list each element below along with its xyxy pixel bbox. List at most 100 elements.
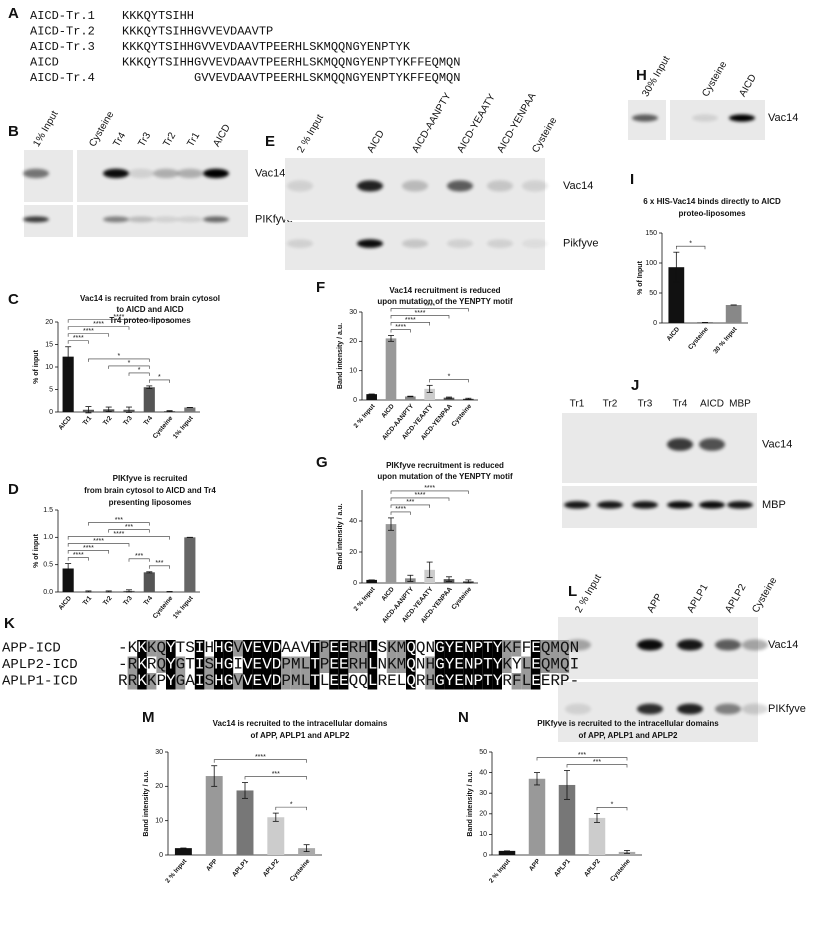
chart-title: of APP, APLP1 and APLP2 bbox=[251, 731, 351, 740]
significance-bracket bbox=[390, 308, 469, 312]
significance-bracket bbox=[67, 536, 170, 540]
alignment-shade bbox=[262, 673, 272, 690]
y-tick-label: 40 bbox=[349, 518, 357, 525]
x-tick-label: APLP2 bbox=[583, 858, 602, 879]
lane-label: Tr2 bbox=[161, 130, 178, 149]
alignment-shade bbox=[434, 640, 445, 657]
bar bbox=[498, 850, 516, 855]
alignment-shade bbox=[204, 673, 214, 690]
residue: Y bbox=[493, 672, 503, 690]
chart-title: from brain cytosol to AICD and Tr4 bbox=[84, 486, 216, 495]
alignment-shade bbox=[300, 656, 310, 673]
residue: Q bbox=[541, 639, 551, 657]
blot-band bbox=[522, 180, 548, 192]
alignment-shade bbox=[137, 656, 147, 673]
alignment-shade bbox=[204, 656, 214, 673]
x-tick-label: Cysteine bbox=[450, 403, 473, 429]
significance-label: *** bbox=[578, 752, 586, 759]
significance-bracket bbox=[67, 557, 89, 561]
lane-label: 2 % Input bbox=[573, 573, 604, 615]
bar bbox=[62, 356, 74, 412]
bar bbox=[236, 790, 254, 855]
alignment-shade bbox=[281, 656, 291, 673]
sequence: KKKQYTSIHHGVVEVDAAVTPEERHLSKMQQNGYENPTYK… bbox=[122, 56, 460, 70]
sequence: KKKQYTSIHHGVVEVDAAVTP bbox=[122, 25, 273, 39]
bar bbox=[267, 817, 285, 855]
residue: V bbox=[262, 672, 272, 690]
alignment-shade bbox=[242, 656, 253, 673]
residue: E bbox=[531, 656, 541, 674]
residue: K bbox=[147, 672, 157, 690]
blot-band bbox=[402, 180, 428, 192]
lane-label: AICD bbox=[365, 129, 386, 155]
blot-band bbox=[203, 216, 229, 223]
residue: T bbox=[483, 672, 493, 690]
alignment-shade bbox=[386, 656, 397, 673]
x-tick-label: APP bbox=[528, 857, 542, 872]
x-tick-label: AICD bbox=[666, 326, 682, 343]
alignment-shade bbox=[425, 673, 435, 690]
sequence: GVVEVDAAVTPEERHLSKMQQNGYENPTYKFFEQMQN bbox=[194, 71, 460, 85]
residue: E bbox=[387, 672, 397, 690]
lane-label: Cysteine bbox=[750, 575, 779, 615]
significance-label: **** bbox=[395, 506, 406, 513]
significance-bracket bbox=[67, 543, 130, 547]
blot-row-label: Pikfyve bbox=[563, 238, 598, 250]
blot-band bbox=[637, 703, 663, 715]
error-bar bbox=[388, 335, 394, 342]
residue: T bbox=[310, 639, 320, 657]
blot-band bbox=[23, 168, 49, 179]
bar bbox=[443, 397, 455, 400]
lane-label: Tr3 bbox=[638, 399, 653, 410]
residue: L bbox=[522, 656, 532, 674]
panel-letter: G bbox=[316, 454, 328, 471]
residue: P bbox=[560, 672, 570, 690]
residue: N bbox=[464, 656, 474, 674]
residue: V bbox=[301, 639, 311, 657]
significance-bracket bbox=[566, 764, 628, 768]
alignment-shade bbox=[233, 640, 243, 657]
alignment-shade bbox=[310, 656, 320, 673]
alignment-shade bbox=[482, 673, 493, 690]
alignment-shade bbox=[338, 656, 349, 673]
bar bbox=[62, 568, 74, 592]
alignment-shade bbox=[329, 656, 339, 673]
blot-band bbox=[677, 639, 703, 651]
significance-label: **** bbox=[113, 531, 124, 538]
residue: G bbox=[176, 656, 186, 674]
residue: S bbox=[204, 672, 214, 690]
alignment-shade bbox=[242, 673, 253, 690]
y-tick-label: 1.5 bbox=[43, 507, 53, 514]
residue: E bbox=[339, 672, 349, 690]
error-bar bbox=[146, 385, 153, 390]
lane-label: Tr1 bbox=[185, 130, 202, 149]
error-bar bbox=[407, 395, 414, 398]
blot-band bbox=[522, 239, 548, 248]
lane-label: Cysteine bbox=[700, 59, 729, 99]
error-bar bbox=[426, 561, 433, 578]
y-tick-label: 5 bbox=[49, 386, 53, 393]
bar bbox=[143, 387, 155, 412]
error-bar bbox=[85, 590, 92, 593]
alignment-shade bbox=[223, 656, 234, 673]
significance-bracket bbox=[536, 757, 628, 761]
significance-label: **** bbox=[424, 303, 435, 310]
residue: E bbox=[339, 639, 349, 657]
x-tick-label: Tr2 bbox=[102, 595, 114, 607]
significance-label: **** bbox=[73, 335, 84, 342]
residue: N bbox=[464, 672, 474, 690]
bar bbox=[405, 396, 416, 400]
x-tick-label: Tr4 bbox=[142, 595, 154, 607]
alignment-shade bbox=[271, 640, 282, 657]
alignment-shade bbox=[166, 656, 176, 673]
y-tick-label: 0.0 bbox=[43, 589, 53, 596]
residue: M bbox=[550, 656, 560, 674]
significance-label: * bbox=[117, 353, 120, 360]
bar bbox=[528, 778, 546, 855]
chart-title: PIKfyve recruitment is reduced bbox=[386, 461, 504, 470]
alignment-shade bbox=[540, 656, 550, 673]
residue: A bbox=[291, 639, 301, 657]
alignment-shade bbox=[175, 673, 186, 690]
error-bar bbox=[211, 765, 218, 787]
blot-band bbox=[667, 438, 693, 451]
